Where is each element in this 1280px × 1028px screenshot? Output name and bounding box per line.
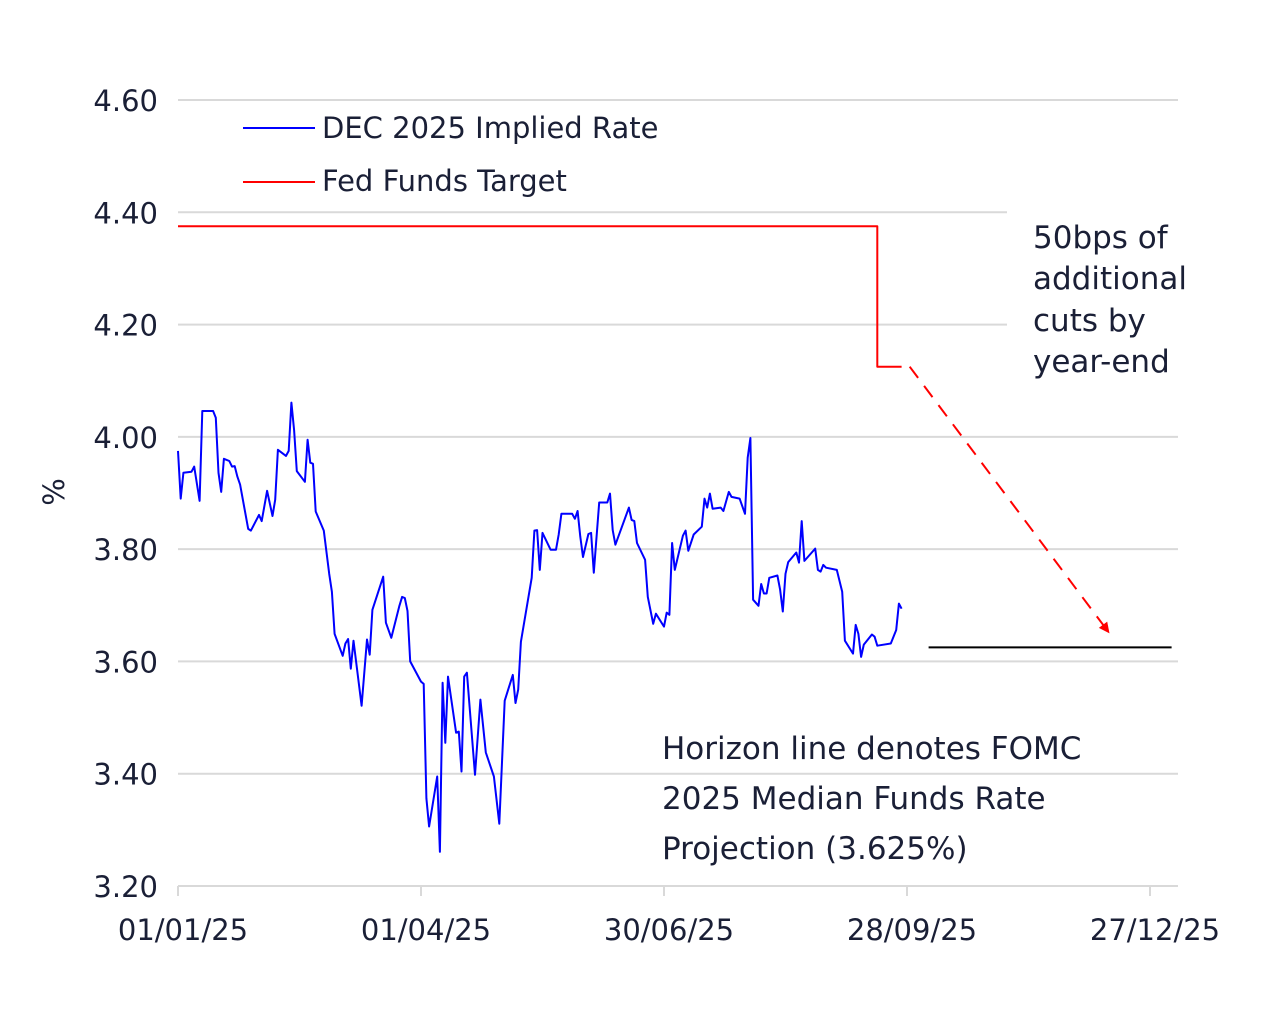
legend: DEC 2025 Implied Rate Fed Funds Target [243,111,658,198]
cuts-annotation: 50bps of additional cuts by year-end [1033,220,1187,380]
horizon-annotation-line: Horizon line denotes FOMC [662,731,1081,767]
y-tick-label: 3.20 [93,870,158,904]
legend-label-fed-funds: Fed Funds Target [322,164,567,198]
cuts-annotation-line: additional [1033,261,1187,297]
y-tick-label: 4.60 [93,84,158,118]
x-tick-label: 01/04/25 [361,913,491,947]
y-tick-label: 4.40 [93,196,158,230]
series-layer [177,225,1172,853]
gridlines [178,99,1178,775]
y-tick-label: 4.20 [93,309,158,343]
y-tick-label: 3.80 [93,533,158,567]
y-tick-label: 3.60 [93,645,158,679]
horizon-annotation: Horizon line denotes FOMC 2025 Median Fu… [662,731,1081,867]
x-tick-label: 28/09/25 [847,913,977,947]
cuts-annotation-line: 50bps of [1033,220,1169,256]
y-axis-label: % [37,478,71,506]
cuts-annotation-line: cuts by [1033,303,1146,339]
horizon-annotation-line: Projection (3.625%) [662,831,968,867]
legend-label-implied-rate: DEC 2025 Implied Rate [322,111,658,145]
x-axis: 01/01/25 01/04/25 30/06/25 28/09/25 27/12/25 [118,885,1220,947]
y-tick-label: 3.40 [93,758,158,792]
horizon-annotation-line: 2025 Median Funds Rate [662,781,1046,817]
y-axis-ticks: 4.60 4.40 4.20 4.00 3.80 3.60 3.40 3.20 [93,84,158,904]
cuts-annotation-line: year-end [1033,344,1170,380]
implied-rate-line [177,401,903,853]
projection-arrowhead-icon [1098,621,1110,634]
fed-funds-target-line [178,225,902,368]
x-tick-label: 27/12/25 [1090,913,1220,947]
projection-arrow-line [908,366,1111,634]
x-tick-label: 30/06/25 [604,913,734,947]
x-tick-label: 01/01/25 [118,913,248,947]
y-tick-label: 4.00 [93,421,158,455]
